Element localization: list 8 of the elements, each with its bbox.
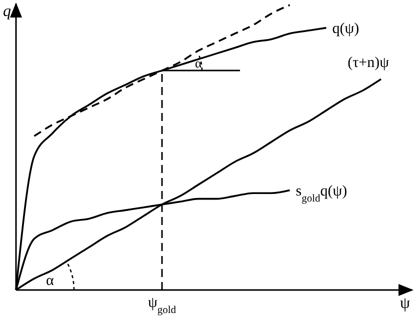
series-label: q(ψ) xyxy=(332,20,360,37)
text: ψ$_{gold}$ xyxy=(148,295,177,316)
series-label: s$_{gold}$q(ψ) xyxy=(296,183,348,204)
x-axis-title: ψ xyxy=(400,295,410,312)
annotation: α xyxy=(195,56,202,71)
series-label: (τ+n)ψ xyxy=(348,55,390,72)
y-axis-title: q xyxy=(3,3,11,20)
annotation: α xyxy=(46,273,54,289)
